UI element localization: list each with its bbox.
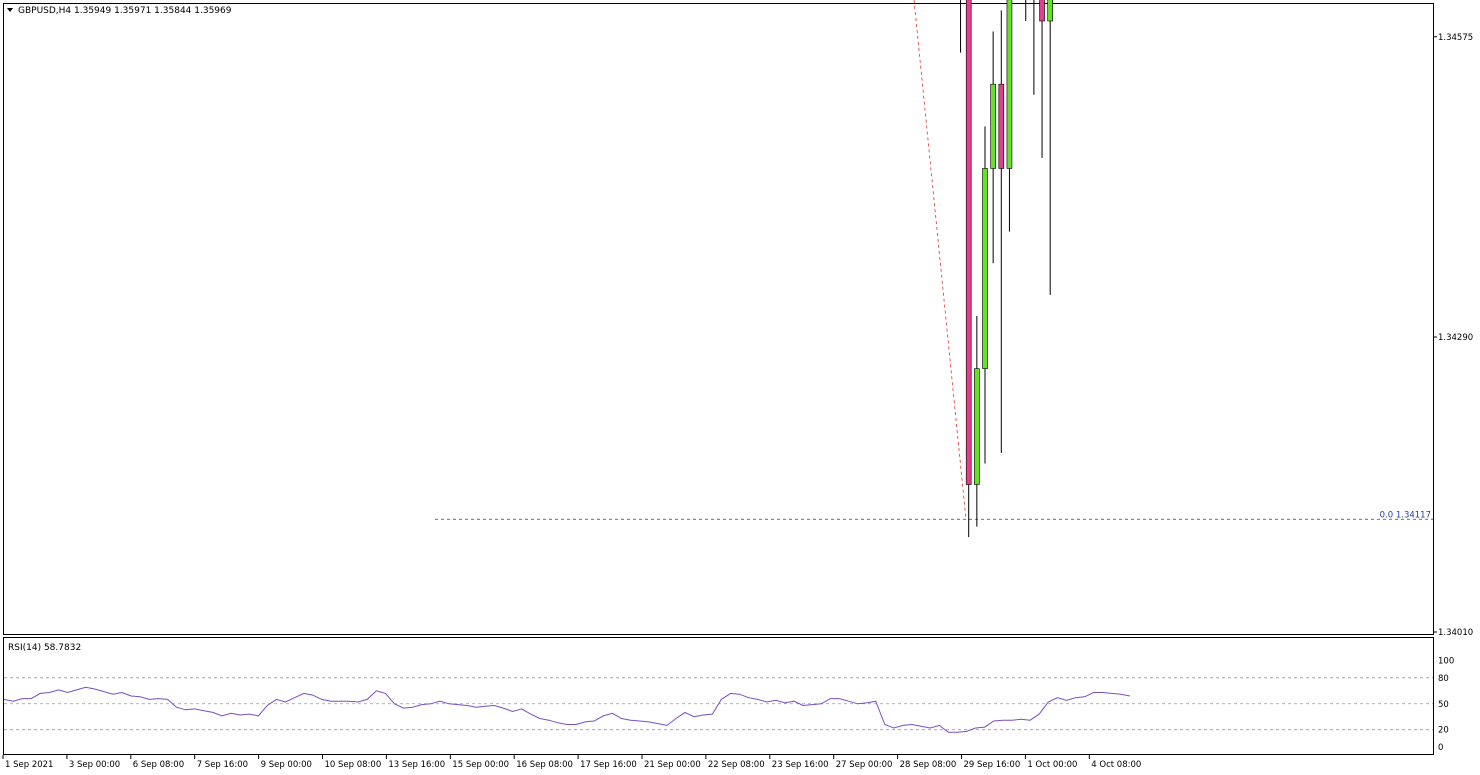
candle-body-bear bbox=[998, 83, 1005, 169]
time-tick-label: 3 Sep 00:00 bbox=[69, 760, 120, 770]
time-tick-label: 17 Sep 16:00 bbox=[580, 760, 637, 770]
candle bbox=[990, 31, 996, 264]
candle bbox=[1006, 0, 1013, 232]
time-tick-label: 6 Sep 08:00 bbox=[133, 760, 184, 770]
rsi-panel: 100 80 50 20 0 bbox=[3, 657, 1454, 753]
rsi-level-label: 50 bbox=[1438, 700, 1449, 710]
candle-body-bear bbox=[965, 0, 972, 485]
candle bbox=[1047, 0, 1053, 295]
time-tick-label: 1 Sep 2021 bbox=[5, 760, 53, 770]
time-tick-label: 23 Sep 16:00 bbox=[772, 760, 829, 770]
candle bbox=[982, 126, 988, 464]
price-axis: 1.393751.390951.388101.385301.382451.379… bbox=[1433, 33, 1473, 638]
time-axis: 1 Sep 2021 3 Sep 00:00 6 Sep 08:00 7 Sep 16… bbox=[2, 755, 1141, 770]
fibonacci-levels: 100.0 1.391320.764 1.3794861.8 1.3721650… bbox=[435, 0, 1433, 520]
time-tick-label: 16 Sep 08:00 bbox=[516, 760, 573, 770]
rsi-plot-frame bbox=[3, 637, 1434, 755]
candle-body-bull bbox=[1006, 0, 1013, 169]
candle-body-bull bbox=[974, 368, 980, 485]
candle-body-bull bbox=[1047, 0, 1053, 22]
rsi-level-label: 100 bbox=[1438, 657, 1454, 667]
time-tick-label: 1 Oct 00:00 bbox=[1027, 760, 1077, 770]
time-tick-label: 7 Sep 16:00 bbox=[197, 760, 248, 770]
candle bbox=[974, 315, 980, 527]
candle bbox=[1039, 0, 1045, 158]
time-tick-label: 15 Sep 00:00 bbox=[452, 760, 509, 770]
collapse-triangle-icon[interactable] bbox=[7, 8, 13, 12]
candle bbox=[1033, 0, 1035, 95]
candle-body-bull bbox=[982, 168, 988, 369]
candle-body-bull bbox=[990, 83, 996, 169]
fib-level-label: 0.0 1.34117 bbox=[1380, 510, 1431, 520]
time-tick-label: 21 Sep 00:00 bbox=[644, 760, 701, 770]
candle bbox=[965, 0, 972, 538]
time-tick-label: 28 Sep 08:00 bbox=[900, 760, 957, 770]
price-tick-label: 1.34290 bbox=[1438, 333, 1473, 343]
rsi-level-label: 80 bbox=[1438, 674, 1449, 684]
time-tick-label: 22 Sep 08:00 bbox=[708, 760, 765, 770]
time-tick-label: 4 Oct 08:00 bbox=[1091, 760, 1141, 770]
time-tick-label: 9 Sep 00:00 bbox=[261, 760, 312, 770]
time-tick-label: 27 Sep 00:00 bbox=[836, 760, 893, 770]
price-tick-label: 1.34010 bbox=[1438, 628, 1473, 638]
symbol-header: GBPUSD,H4 1.35949 1.35971 1.35844 1.3596… bbox=[18, 6, 232, 16]
rsi-level-label: 20 bbox=[1438, 726, 1449, 736]
time-tick-label: 10 Sep 08:00 bbox=[325, 760, 382, 770]
time-tick-label: 29 Sep 16:00 bbox=[964, 760, 1021, 770]
price-tick-label: 1.34575 bbox=[1438, 33, 1473, 43]
candles bbox=[960, 0, 1053, 538]
rsi-level-label: 0 bbox=[1438, 743, 1443, 753]
rsi-header: RSI(14) 58.7832 bbox=[8, 643, 81, 653]
time-tick-label: 13 Sep 16:00 bbox=[388, 760, 445, 770]
rsi-line bbox=[3, 686, 1131, 733]
main-plot-frame bbox=[3, 3, 1434, 635]
candle bbox=[998, 10, 1005, 453]
candle-body-bear bbox=[1039, 0, 1045, 22]
